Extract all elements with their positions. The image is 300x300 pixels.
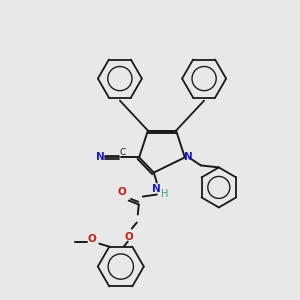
Text: H: H	[161, 189, 169, 199]
Text: O: O	[124, 232, 133, 242]
Text: O: O	[117, 187, 126, 196]
Text: N: N	[152, 184, 161, 194]
Text: O: O	[88, 234, 97, 244]
Text: N: N	[184, 152, 193, 162]
Text: N: N	[96, 152, 104, 162]
Text: C: C	[119, 148, 125, 157]
